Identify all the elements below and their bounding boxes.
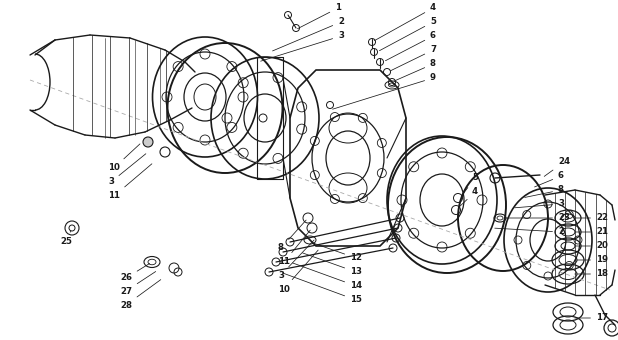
Text: 15: 15 [282,273,362,305]
Text: 3: 3 [108,154,146,187]
Text: 25: 25 [60,231,72,246]
Text: 2: 2 [495,227,564,237]
Text: 20: 20 [575,241,608,251]
Text: 23: 23 [505,214,570,222]
Text: 1: 1 [297,3,341,29]
Text: 24: 24 [544,157,570,176]
Text: 26: 26 [120,264,150,283]
Text: 11: 11 [108,164,152,201]
Text: 3: 3 [278,240,314,279]
Text: 4: 4 [460,187,478,206]
Text: 21: 21 [575,227,608,237]
Text: 11: 11 [278,230,310,267]
Text: 4: 4 [375,3,436,41]
Text: 8: 8 [394,59,436,81]
Text: 28: 28 [120,279,161,309]
Text: 10: 10 [108,144,140,172]
Text: 13: 13 [303,253,362,276]
Text: 10: 10 [278,250,318,293]
Text: 3: 3 [261,32,344,61]
Text: 6: 6 [535,171,564,187]
Text: 19: 19 [575,255,608,265]
Text: 8: 8 [525,186,564,198]
Text: 2: 2 [273,17,344,51]
Text: 12: 12 [313,243,362,262]
Circle shape [143,137,153,147]
Text: 17: 17 [575,313,608,323]
Text: 3: 3 [515,200,564,208]
Text: 9: 9 [332,73,436,109]
Text: 5: 5 [462,173,478,196]
Text: 8: 8 [278,220,306,253]
Text: 27: 27 [120,272,156,295]
Text: 14: 14 [292,263,362,290]
Text: 5: 5 [379,17,436,51]
Text: 6: 6 [386,32,436,61]
Text: 22: 22 [575,214,608,222]
Text: 7: 7 [391,46,436,71]
Text: 18: 18 [575,270,608,278]
